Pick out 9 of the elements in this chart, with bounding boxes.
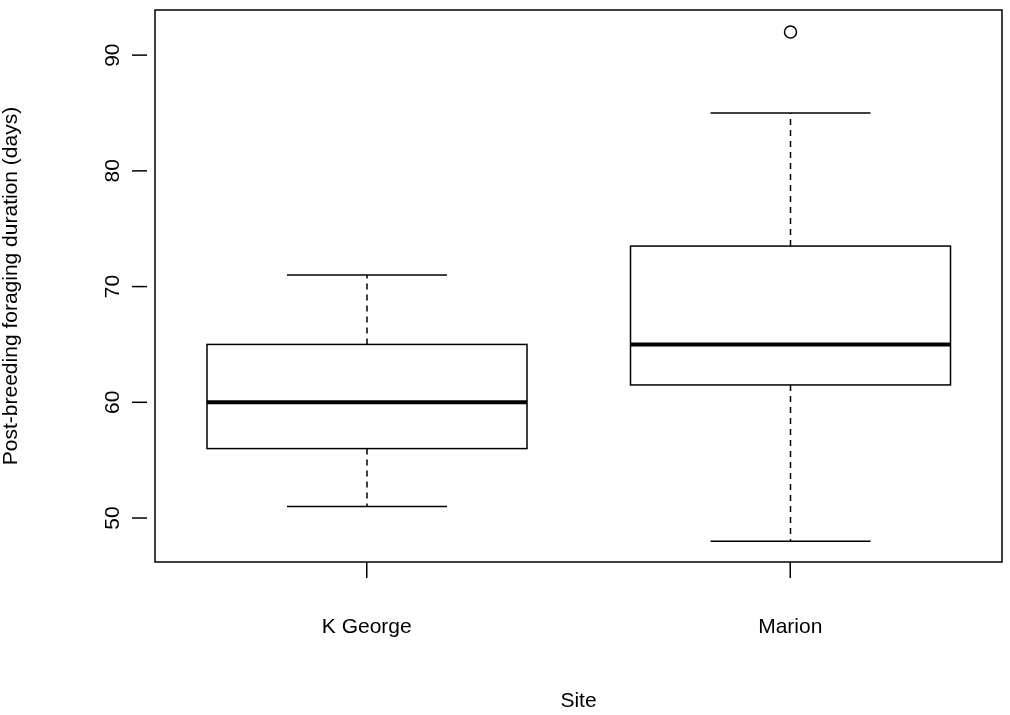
y-tick-label: 50 [100,506,123,530]
x-axis-title: Site [560,688,597,711]
y-tick-label: 60 [100,390,123,414]
y-axis-title: Post-breeding foraging duration (days) [0,106,22,466]
y-tick-label: 70 [100,274,123,299]
x-tick-label: Marion [758,614,823,637]
y-tick-label: 80 [100,159,123,183]
x-tick-label: K George [321,614,412,637]
y-tick-label: 90 [100,43,123,67]
